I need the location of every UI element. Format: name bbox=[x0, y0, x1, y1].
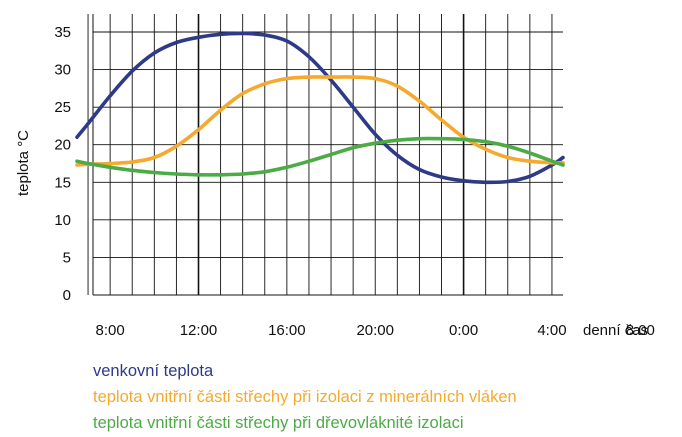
x-tick-label: 16:00 bbox=[268, 322, 306, 339]
series-line-wood-fiber bbox=[75, 136, 565, 177]
y-tick-label: 0 bbox=[63, 287, 71, 304]
tick-labels: 0 5 10 15 20 25 30 35 8:00 12:00 16:00 20:00 0:00 4:0… bbox=[54, 24, 655, 339]
legend-mineral-wool-insulation: teplota vnitřní části střechy při izolac… bbox=[93, 388, 517, 406]
x-tick-label: 20:00 bbox=[356, 322, 394, 339]
y-tick-label: 15 bbox=[54, 174, 71, 191]
x-tick-label: 8:00 bbox=[626, 322, 655, 339]
series-line-outdoor bbox=[75, 31, 565, 185]
y-tick-label: 25 bbox=[54, 99, 71, 116]
x-tick-label: 12:00 bbox=[180, 322, 218, 339]
y-tick-label: 10 bbox=[54, 212, 71, 229]
series-lines bbox=[75, 31, 565, 185]
x-tick-label: 8:00 bbox=[96, 322, 125, 339]
x-tick-label: 0:00 bbox=[449, 322, 478, 339]
y-tick-label: 35 bbox=[54, 24, 71, 41]
grid bbox=[87, 14, 563, 296]
y-tick-label: 20 bbox=[54, 137, 71, 154]
y-tick-label: 30 bbox=[54, 62, 71, 79]
x-axis-label: denní čas bbox=[583, 322, 648, 339]
x-tick-label: 4:00 bbox=[537, 322, 566, 339]
legend-outdoor-temperature: venkovní teplota bbox=[93, 362, 214, 380]
y-axis-label: teplota °C bbox=[15, 130, 32, 196]
temperature-chart: 0 5 10 15 20 25 30 35 8:00 12:00 16:00 20:00 0:00 4:0… bbox=[15, 14, 655, 339]
legend-wood-fiber-insulation: teplota vnitřní části střechy při dřevov… bbox=[93, 414, 464, 432]
y-tick-label: 5 bbox=[63, 249, 71, 266]
series-line-mineral-wool bbox=[75, 75, 565, 167]
